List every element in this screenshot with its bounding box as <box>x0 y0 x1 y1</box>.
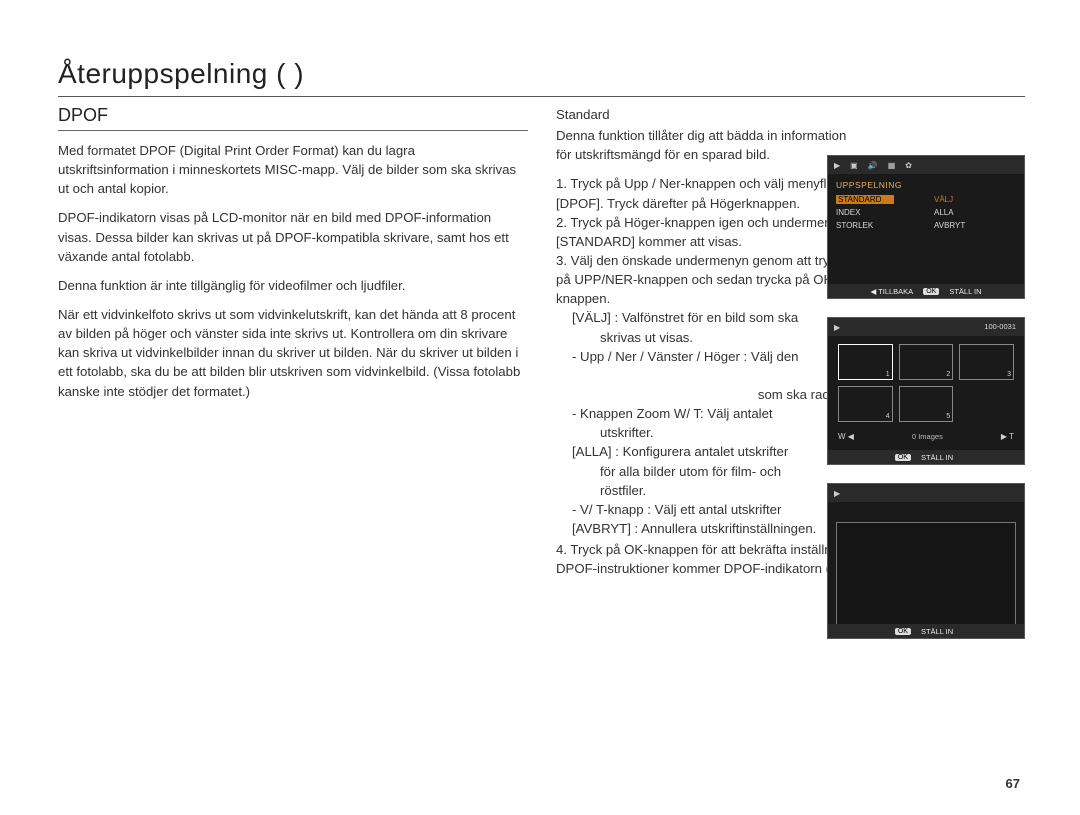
lcd1-row-standard: STANDARD VÄLJ <box>836 193 1016 206</box>
lcd1-tab-icon: ▣ <box>850 161 858 170</box>
left-p3: Denna funktion är inte tillgänglig för v… <box>58 276 528 295</box>
lcd1-tab-icon: ▦ <box>888 161 896 170</box>
thumb-num: 3 <box>1007 371 1011 378</box>
valj-line: [VÄLJ] : Valfönstret för en bild som ska <box>572 308 861 327</box>
step-1: 1. Tryck på Upp / Ner-knappen och välj m… <box>556 174 861 212</box>
lcd2-ok-chip: OK <box>895 454 911 461</box>
valj-line2: skrivas ut visas. <box>600 328 861 347</box>
lcd2-thumb: 3 <box>959 344 1014 380</box>
lcd3-topbar: ▶ <box>828 484 1024 502</box>
lcd-screenshots: ▶ ▣ 🔊 ▦ ✿ UPPSPELNING STANDARD VÄLJ INDE… <box>827 155 1025 639</box>
lcd2-thumb: 4 <box>838 386 893 422</box>
right-column: Standard Denna funktion tillåter dig att… <box>556 105 1025 580</box>
thumb-num: 5 <box>946 413 950 420</box>
left-body: Med formatet DPOF (Digital Print Order F… <box>58 141 528 401</box>
lcd1-row-r: AVBRYT <box>934 221 965 230</box>
lcd-single-screenshot: ▶ OK STÄLL IN <box>827 483 1025 639</box>
zoom-count: 0 Images <box>912 432 943 441</box>
lcd2-thumb: 5 <box>899 386 954 422</box>
lcd2-thumb-grid: 1 2 3 4 5 <box>828 336 1024 428</box>
standard-subheading: Standard <box>556 105 861 124</box>
lcd1-row-l: STORLEK <box>836 221 894 230</box>
content-columns: DPOF Med formatet DPOF (Digital Print Or… <box>58 105 1025 580</box>
lcd1-tab-icon: ✿ <box>905 161 912 170</box>
dash-3: - V/ T-knapp : Välj ett antal utskrifter <box>572 500 861 519</box>
alla-line: [ALLA] : Konfigurera antalet utskrifter <box>572 442 861 461</box>
dash-1c: som ska raderas. <box>556 385 861 404</box>
lcd1-set: STÄLL IN <box>945 287 985 296</box>
lcd1-tab-icon: ▶ <box>834 161 840 170</box>
lcd1-row-index: INDEX ALLA <box>836 206 1016 219</box>
lcd1-ok-chip: OK <box>923 288 939 295</box>
play-icon: ▶ <box>834 489 840 498</box>
alla-line2: för alla bilder utom för film- och <box>600 462 861 481</box>
zoom-t: ▶ T <box>1001 432 1014 441</box>
right-body: Standard Denna funktion tillåter dig att… <box>556 105 861 578</box>
dash-2b: utskrifter. <box>600 423 861 442</box>
right-intro: Denna funktion tillåter dig att bädda in… <box>556 126 861 164</box>
dash-1b: bild <box>556 366 861 385</box>
play-icon: ▶ <box>834 323 840 332</box>
lcd1-tab-icon: 🔊 <box>868 161 878 170</box>
lcd2-thumb: 1 <box>838 344 893 380</box>
dpof-heading: DPOF <box>58 105 528 131</box>
alla-line3: röstfiler. <box>600 481 861 500</box>
lcd3-set: STÄLL IN <box>917 627 957 636</box>
lcd1-bottombar: ◀ TILLBAKA OK STÄLL IN <box>828 284 1024 298</box>
zoom-w: W ◀ <box>838 432 854 441</box>
left-column: DPOF Med formatet DPOF (Digital Print Or… <box>58 105 528 580</box>
lcd1-row-l: INDEX <box>836 208 894 217</box>
lcd-menu-screenshot: ▶ ▣ 🔊 ▦ ✿ UPPSPELNING STANDARD VÄLJ INDE… <box>827 155 1025 299</box>
lcd2-meta: 100-0031 <box>984 322 1016 331</box>
lcd1-tabs: ▶ ▣ 🔊 ▦ ✿ <box>828 156 1024 174</box>
lcd1-row-l: STANDARD <box>836 195 894 204</box>
left-p1: Med formatet DPOF (Digital Print Order F… <box>58 141 528 198</box>
lcd1-title: UPPSPELNING <box>836 180 1016 190</box>
page-title: Återuppspelning ( ) <box>58 58 1025 97</box>
step-2: 2. Tryck på Höger-knappen igen och under… <box>556 213 861 251</box>
lcd1-row-r: ALLA <box>934 208 954 217</box>
lcd3-ok-chip: OK <box>895 628 911 635</box>
left-p4: När ett vidvinkelfoto skrivs ut som vidv… <box>58 305 528 401</box>
step-3: 3. Välj den önskade undermenyn genom att… <box>556 251 861 308</box>
lcd1-back: ◀ TILLBAKA <box>866 287 917 296</box>
thumb-num: 2 <box>946 371 950 378</box>
thumb-num: 4 <box>886 413 890 420</box>
lcd3-image-area <box>836 522 1016 626</box>
lcd2-thumb: 2 <box>899 344 954 380</box>
thumb-num: 1 <box>886 371 890 378</box>
lcd1-row-storlek: STORLEK AVBRYT <box>836 219 1016 232</box>
lcd-thumbnails-screenshot: ▶ 100-0031 1 2 3 4 5 W ◀ 0 Images ▶ T <box>827 317 1025 465</box>
lcd1-row-r: VÄLJ <box>934 195 953 204</box>
dash-2: - Knappen Zoom W/ T: Välj antalet <box>572 404 861 423</box>
lcd3-bottombar: OK STÄLL IN <box>828 624 1024 638</box>
dash-1: - Upp / Ner / Vänster / Höger : Välj den <box>572 347 861 366</box>
lcd2-set: STÄLL IN <box>917 453 957 462</box>
lcd2-zoom-row: W ◀ 0 Images ▶ T <box>828 428 1024 441</box>
lcd2-bottombar: OK STÄLL IN <box>828 450 1024 464</box>
page-number: 67 <box>1006 776 1020 791</box>
avbryt-line: [AVBRYT] : Annullera utskriftinställning… <box>572 519 861 538</box>
left-p2: DPOF-indikatorn visas på LCD-monitor när… <box>58 208 528 265</box>
